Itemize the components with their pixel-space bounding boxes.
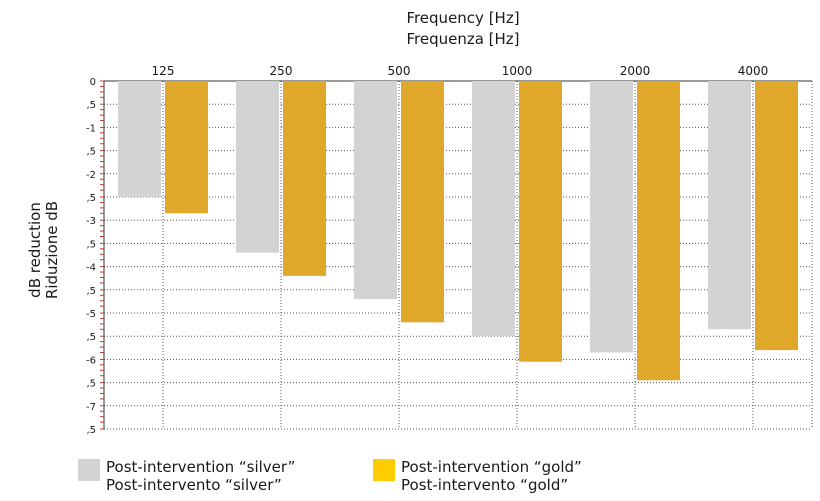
y-tick-label: -6 [86,355,96,366]
bar-silver-500 [354,81,397,300]
y-tick-label: -7 [86,402,96,413]
y-tick-label: ,5 [86,239,96,250]
y-tick-label: ,5 [86,425,96,436]
y-axis-label: dB reduction Riduzione dB [26,201,61,299]
bar-silver-4000 [708,81,751,330]
y-tick-label: ,5 [86,379,96,390]
y-tick-label: -2 [86,170,96,181]
legend-label-gold-line-1: Post-intervention “gold” [401,458,582,476]
plot-area: 0 ,5 -1 ,5 -2 ,5 -3 ,5 -4 ,5 -5 ,5 -6 ,5 -7 ,5 125 250 500… [86,64,813,436]
chart-title-line-1: Frequency [Hz] [406,9,519,27]
x-tick-label: 500 [388,64,411,78]
bar-gold-250 [283,81,326,276]
legend-label-silver: Post-intervention “silver” Post-interven… [106,458,295,494]
x-tick-label: 250 [270,64,293,78]
x-tick-label: 2000 [620,64,651,78]
y-tick-label: ,5 [86,332,96,343]
y-tick-label: -4 [86,263,96,274]
bar-gold-125 [165,81,208,214]
y-tick-label: 0 [90,77,96,88]
y-tick-label: -3 [86,216,96,227]
legend-label-gold: Post-intervention “gold” Post-intervento… [401,458,582,494]
legend-label-silver-line-1: Post-intervention “silver” [106,458,296,476]
y-tick-label: ,5 [86,100,96,111]
y-tick-label: -1 [86,123,96,134]
legend-swatch-silver [78,459,100,481]
bar-gold-1000 [519,81,562,362]
legend-label-silver-line-2: Post-intervento “silver” [106,476,282,494]
bar-silver-2000 [590,81,633,353]
legend-item-silver: Post-intervention “silver” Post-interven… [78,458,295,494]
bar-gold-500 [401,81,444,323]
chart-title-line-2: Frequenza [Hz] [406,30,519,48]
bar-silver-125 [118,81,161,197]
legend-swatch-gold [373,459,395,481]
bar-gold-2000 [637,81,680,381]
y-tick-label: ,5 [86,147,96,158]
x-tick-label: 4000 [738,64,769,78]
y-tick-label: ,5 [86,286,96,297]
x-tick-label: 125 [152,64,175,78]
y-tick-label: ,5 [86,193,96,204]
y-axis-label-line-1: dB reduction [26,202,44,298]
bar-silver-250 [236,81,279,253]
y-tick-label: -5 [86,309,96,320]
legend-item-gold: Post-intervention “gold” Post-intervento… [373,458,582,494]
bar-gold-4000 [755,81,798,351]
legend-label-gold-line-2: Post-intervento “gold” [401,476,569,494]
x-tick-label: 1000 [502,64,533,78]
y-axis-label-line-2: Riduzione dB [43,201,61,299]
bar-silver-1000 [472,81,515,337]
